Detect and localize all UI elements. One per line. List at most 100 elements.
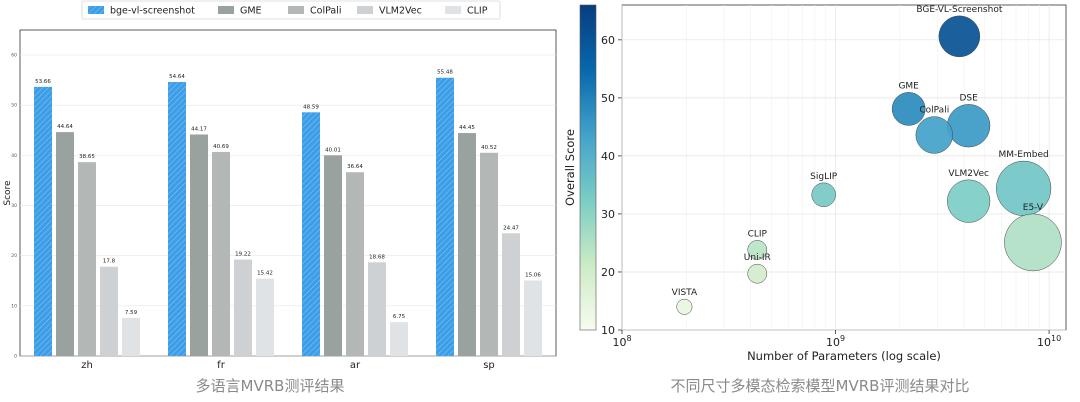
left-panel-caption: 多语言MVRB测评结果: [195, 377, 345, 395]
scatter-point: [676, 298, 693, 315]
x-tick-label: zh: [81, 360, 93, 371]
y-axis-label: Score: [3, 180, 13, 206]
bar: [78, 162, 96, 356]
bar: [502, 233, 520, 356]
y-tick-label: 40: [11, 153, 17, 159]
bar: [480, 152, 498, 356]
legend-entry-label: bge-vl-screenshot: [110, 6, 195, 17]
scatter-point: [747, 240, 768, 260]
point-label: CLIP: [748, 229, 768, 239]
y-tick-label: 20: [601, 266, 615, 279]
bar-value-label: 17.8: [103, 259, 116, 265]
bar: [368, 262, 386, 356]
legend-entry-label: ColPali: [310, 6, 342, 17]
scatter-point: [947, 179, 991, 223]
bar: [458, 133, 476, 356]
bar-hatch: [34, 86, 52, 357]
bar: [100, 266, 118, 356]
bar: [346, 172, 364, 356]
bar-value-label: 40.52: [481, 145, 497, 151]
bar-value-label: 40.01: [325, 147, 341, 153]
x-tick-label: ar: [350, 360, 361, 371]
scatter-point: [915, 116, 953, 154]
scatter-point: [947, 104, 991, 148]
bar-value-label: 15.42: [257, 271, 273, 277]
point-label: SigLIP: [810, 172, 838, 182]
bar-value-label: 44.64: [57, 124, 73, 130]
bar: [56, 132, 74, 356]
plot-frame: [621, 4, 1067, 331]
bar-value-label: 19.22: [235, 252, 251, 258]
bar-value-label: 55.48: [437, 70, 453, 76]
point-label: MM-Embed: [999, 150, 1049, 160]
y-tick-label: 60: [601, 34, 615, 47]
bar: [324, 155, 342, 356]
x-tick-label: 1010: [1037, 334, 1061, 349]
y-axis-label: Overall Score: [563, 129, 577, 206]
legend-entry-label: CLIP: [467, 6, 488, 17]
legend: bge-vl-screenshot GME ColPali VLM2Vec CLIP: [81, 0, 501, 20]
legend-swatch: [218, 6, 234, 14]
legend-entry-label: GME: [240, 6, 262, 17]
y-tick-label: 40: [601, 150, 615, 163]
bar-value-label: 40.69: [213, 144, 229, 150]
scatter-chart: 10 20 30 40 50 60 108 109 1010 Number of Paramete…: [563, 4, 1067, 363]
bar-value-label: 44.45: [459, 125, 475, 131]
bar-value-label: 53.66: [35, 79, 51, 85]
point-label: ColPali: [919, 106, 949, 116]
y-tick-label: 10: [601, 324, 615, 337]
bar-value-label: 6.75: [393, 314, 406, 320]
bar-hatch: [302, 112, 320, 356]
point-label: VLM2Vec: [948, 169, 989, 179]
bar-value-label: 24.47: [503, 225, 519, 231]
x-tick-label: fr: [217, 360, 226, 371]
scatter-point: [891, 92, 926, 126]
point-label: VISTA: [672, 288, 698, 298]
legend-swatch: [288, 6, 304, 14]
bar: [122, 317, 140, 356]
bar-value-label: 54.64: [169, 74, 185, 80]
y-tick-label: 60: [11, 53, 17, 59]
y-tick-label: 0: [14, 354, 17, 360]
bar-hatch: [168, 81, 186, 356]
bar-value-label: 36.64: [347, 164, 363, 170]
bar-value-label: 48.59: [303, 104, 319, 110]
x-tick-label: sp: [483, 360, 495, 371]
bar: [234, 259, 252, 356]
bar: [190, 134, 208, 356]
scatter-point: [938, 15, 981, 58]
y-tick-label: 50: [11, 103, 17, 109]
scatter-point: [747, 263, 768, 284]
legend-entry-label: VLM2Vec: [379, 6, 422, 17]
x-axis-label: Number of Parameters (log scale): [747, 349, 941, 363]
bar: [524, 280, 542, 356]
bar: [212, 151, 230, 356]
point-label: DSE: [959, 93, 978, 103]
scatter-point: [1004, 213, 1062, 272]
bar-hatch: [436, 77, 454, 356]
y-tick-label: 10: [11, 303, 17, 309]
x-tick-label: 109: [826, 334, 845, 349]
y-tick-label: 30: [11, 203, 17, 209]
bar-value-label: 38.65: [79, 154, 95, 160]
x-tick-label: 108: [612, 334, 631, 349]
point-label: Uni-IR: [744, 253, 771, 263]
bar-chart: 0 10 20 30 40 50 60 Score 53.66 44.64 38.65 17.8 7.5…: [3, 0, 557, 371]
bar: [390, 322, 408, 356]
point-label: GME: [898, 81, 919, 91]
bar-value-label: 44.17: [191, 126, 207, 132]
y-tick-label: 30: [601, 208, 615, 221]
legend-swatch: [357, 6, 373, 14]
bar: [256, 278, 274, 356]
bar-value-label: 15.06: [525, 272, 541, 278]
point-label: E5-V: [1023, 203, 1044, 213]
legend-swatch: [445, 6, 461, 14]
bar-value-label: 18.68: [369, 254, 385, 260]
bar-value-label: 7.59: [125, 310, 138, 316]
y-tick-label: 20: [11, 253, 17, 259]
colorbar: [579, 4, 597, 331]
right-panel-caption: 不同尺寸多模态检索模型MVRB评测结果对比: [670, 377, 970, 395]
y-tick-label: 50: [601, 92, 615, 105]
point-label: BGE-VL-Screenshot: [916, 5, 1002, 15]
